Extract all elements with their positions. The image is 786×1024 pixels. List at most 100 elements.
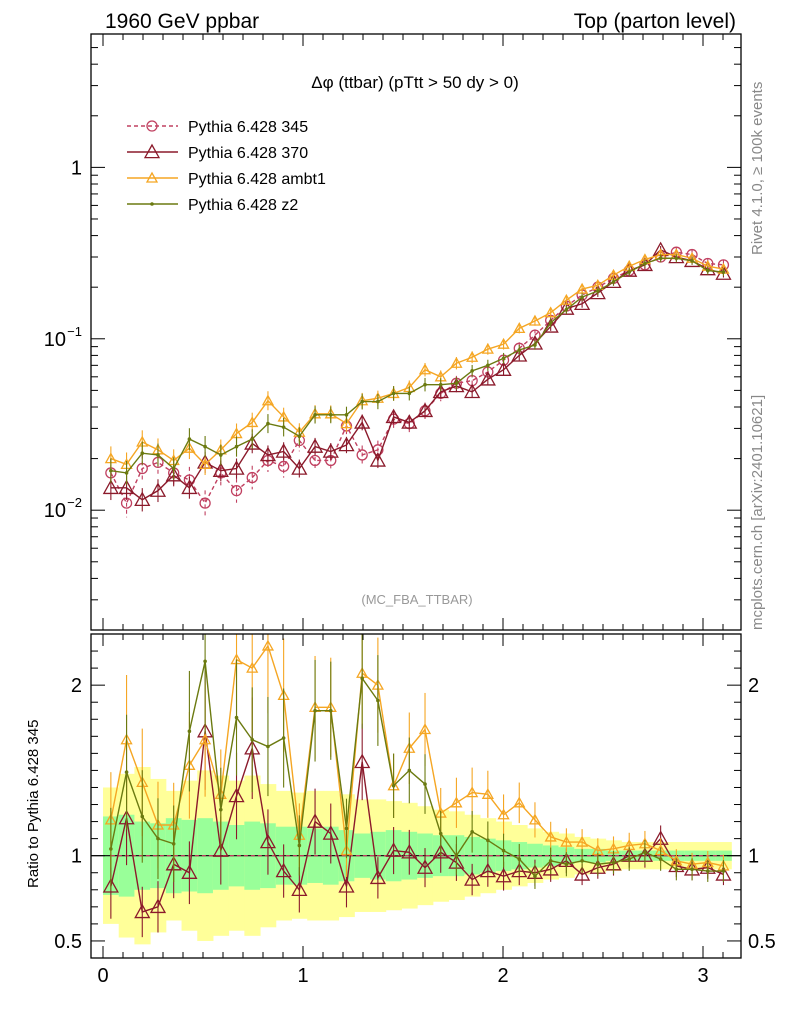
main-point	[199, 497, 211, 509]
ratio-point	[134, 903, 151, 919]
ratio-point	[486, 838, 490, 843]
ratio-point	[643, 850, 647, 855]
main-point	[171, 466, 176, 471]
ratio-point	[658, 857, 663, 861]
ratio-point	[291, 881, 308, 897]
ratio-point	[481, 787, 494, 799]
ratio-point	[149, 898, 167, 914]
main-point	[596, 289, 600, 293]
ratio-point	[517, 857, 522, 861]
ratio-point	[432, 843, 449, 859]
y-tick-exponent: −2	[67, 495, 82, 510]
ratio-point	[416, 859, 434, 874]
ratio-point	[203, 659, 207, 664]
ratio-point	[328, 708, 333, 713]
ratio-point	[470, 830, 474, 834]
main-point	[354, 414, 371, 429]
ratio-point	[466, 786, 479, 798]
main-point	[109, 468, 113, 473]
ratio-point	[281, 736, 286, 740]
legend: Pythia 6.428 345 Pythia 6.428 370 Pythia 6…	[127, 119, 326, 214]
main-point	[658, 256, 663, 261]
ratio-y-tick-label-right: 1	[748, 846, 759, 868]
main-point	[156, 453, 160, 457]
ratio-point	[198, 733, 212, 745]
ratio-line	[110, 661, 724, 878]
header-left: 1960 GeV ppbar	[105, 10, 259, 33]
main-point	[580, 295, 584, 299]
legend-label: Pythia 6.428 ambt1	[188, 171, 326, 188]
rivet-label: Rivet 4.1.0, ≥ 100k events	[749, 82, 766, 255]
ratio-y-tick-label: 0.5	[54, 931, 82, 953]
ratio-point	[548, 859, 553, 863]
main-point	[479, 370, 496, 386]
main-point	[134, 491, 151, 507]
main-point	[234, 444, 239, 449]
main-point	[418, 363, 432, 375]
main-point	[275, 443, 292, 458]
main-point	[450, 356, 463, 368]
main-point	[611, 280, 616, 284]
ratio-point	[464, 871, 481, 886]
ratio-point	[418, 723, 432, 735]
legend-entry-pythia-6-428-z2: Pythia 6.428 z2	[127, 197, 298, 214]
x-tick-label: 2	[497, 965, 508, 987]
main-point	[338, 436, 355, 452]
ratio-y-tick-label-right: 2	[748, 675, 759, 697]
ratio-point	[354, 753, 371, 769]
main-point	[313, 413, 317, 417]
ratio-point	[513, 796, 526, 808]
ratio-point	[580, 859, 584, 863]
legend-label: Pythia 6.428 370	[188, 145, 308, 162]
main-point	[246, 471, 258, 484]
ratio-point	[511, 862, 528, 878]
main-point	[328, 413, 333, 417]
ratio-point	[528, 813, 542, 825]
ratio-point	[376, 698, 380, 703]
ratio-point	[533, 874, 537, 878]
ratio-point	[501, 848, 506, 853]
main-point	[564, 307, 569, 312]
ratio-point	[102, 878, 119, 893]
main-point	[517, 348, 522, 352]
main-point	[198, 458, 212, 470]
legend-label: Pythia 6.428 345	[188, 119, 308, 136]
main-point	[140, 451, 145, 456]
ratio-ylabel: Ratio to Pythia 6.428 345	[25, 720, 42, 888]
legend-entry-pythia-6-428-ambt1: Pythia 6.428 ambt1	[127, 171, 326, 188]
ratio-point	[181, 864, 198, 879]
main-point	[542, 318, 559, 333]
main-point	[102, 479, 119, 495]
mcplots-label: mcplots.cern.ch [arXiv:2401.10621]	[749, 395, 766, 630]
ratio-point	[140, 814, 145, 819]
ratio-point	[369, 869, 386, 885]
main-point	[721, 270, 726, 274]
ratio-point	[596, 862, 600, 867]
main-point	[605, 273, 622, 289]
ratio-point	[454, 853, 459, 858]
main-point	[246, 416, 259, 428]
analysis-label: (MC_FBA_TTBAR)	[361, 592, 472, 607]
main-point	[230, 485, 243, 497]
main-point	[250, 437, 255, 441]
main-point	[277, 460, 290, 473]
main-point	[124, 471, 129, 475]
main-point	[423, 382, 427, 387]
main-point	[548, 320, 553, 325]
main-point	[165, 466, 182, 482]
main-frame	[90, 33, 742, 631]
main-point	[497, 337, 510, 349]
main-point	[643, 261, 647, 266]
ratio-point	[338, 878, 355, 893]
main-point	[495, 361, 512, 376]
main-point	[181, 479, 198, 495]
main-point	[432, 383, 449, 399]
legend-marker	[150, 202, 154, 206]
main-point	[297, 434, 302, 439]
ratio-point	[385, 842, 402, 857]
ratio-point	[705, 869, 710, 873]
main-point	[266, 421, 270, 426]
ratio-point	[228, 787, 245, 803]
y-tick-label: 1	[71, 157, 82, 179]
main-point	[219, 453, 223, 457]
